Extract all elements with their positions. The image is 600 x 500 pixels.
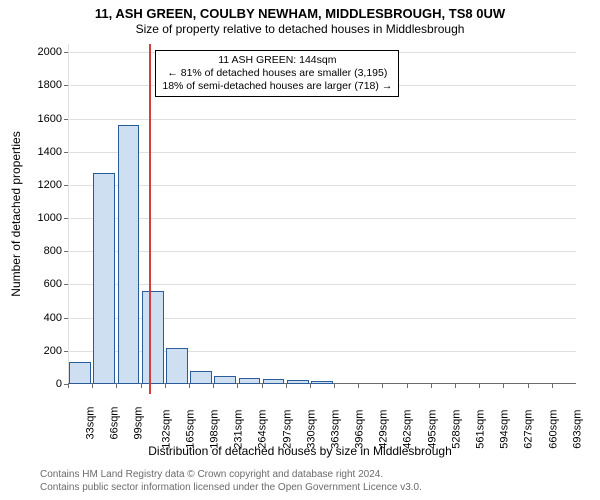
histogram-bar <box>166 348 188 384</box>
annotation-line: 11 ASH GREEN: 144sqm <box>162 54 392 67</box>
x-tick-mark <box>116 384 117 388</box>
x-tick-label: 363sqm <box>329 410 341 449</box>
gridline <box>68 119 576 120</box>
y-tick-label: 1200 <box>38 179 62 191</box>
histogram-bar <box>239 378 261 384</box>
gridline <box>68 218 576 219</box>
x-tick-label: 33sqm <box>85 407 97 440</box>
x-tick-label: 693sqm <box>571 410 583 449</box>
x-tick-label: 660sqm <box>547 410 559 449</box>
x-tick-label: 132sqm <box>160 410 172 449</box>
y-tick-label: 400 <box>44 312 62 324</box>
x-tick-label: 165sqm <box>184 410 196 449</box>
x-tick-mark <box>92 384 93 388</box>
y-tick-mark <box>64 119 68 120</box>
x-tick-mark <box>262 384 263 388</box>
y-axis-label: Number of detached properties <box>9 131 23 296</box>
x-tick-label: 99sqm <box>133 407 145 440</box>
histogram-bar <box>69 362 91 384</box>
x-tick-mark <box>479 384 480 388</box>
x-tick-label: 594sqm <box>499 410 511 449</box>
x-tick-mark <box>455 384 456 388</box>
gridline <box>68 251 576 252</box>
x-tick-mark <box>358 384 359 388</box>
annotation-line: 18% of semi-detached houses are larger (… <box>162 80 392 93</box>
y-tick-label: 1400 <box>38 146 62 158</box>
x-tick-mark <box>68 384 69 388</box>
histogram-bar <box>190 371 212 384</box>
y-tick-label: 800 <box>44 245 62 257</box>
x-tick-label: 561sqm <box>475 410 487 449</box>
x-tick-mark <box>165 384 166 388</box>
x-tick-label: 528sqm <box>450 410 462 449</box>
chart-title-main: 11, ASH GREEN, COULBY NEWHAM, MIDDLESBRO… <box>0 6 600 21</box>
x-tick-mark <box>528 384 529 388</box>
y-tick-label: 1000 <box>38 212 62 224</box>
x-tick-label: 396sqm <box>354 410 366 449</box>
x-tick-label: 264sqm <box>257 410 269 449</box>
y-tick-mark <box>64 152 68 153</box>
x-tick-mark <box>334 384 335 388</box>
x-tick-mark <box>407 384 408 388</box>
histogram-bar <box>118 125 140 384</box>
x-tick-mark <box>431 384 432 388</box>
chart-title-sub: Size of property relative to detached ho… <box>0 22 600 36</box>
footnote-line-1: Contains HM Land Registry data © Crown c… <box>40 469 422 482</box>
y-tick-label: 200 <box>44 345 62 357</box>
footnote-line-2: Contains public sector information licen… <box>40 482 422 495</box>
x-tick-label: 297sqm <box>281 410 293 449</box>
x-tick-label: 198sqm <box>209 410 221 449</box>
y-tick-mark <box>64 351 68 352</box>
x-tick-mark <box>189 384 190 388</box>
y-tick-mark <box>64 85 68 86</box>
x-tick-label: 66sqm <box>109 407 121 440</box>
histogram-bar <box>311 381 333 384</box>
histogram-bar <box>142 291 164 384</box>
y-tick-mark <box>64 52 68 53</box>
reference-line <box>149 44 151 394</box>
y-axis-line <box>68 44 69 384</box>
y-tick-label: 600 <box>44 278 62 290</box>
y-tick-label: 0 <box>56 378 62 390</box>
histogram-bar <box>287 380 309 384</box>
histogram-bar <box>93 173 115 384</box>
x-tick-mark <box>286 384 287 388</box>
chart-container: 11, ASH GREEN, COULBY NEWHAM, MIDDLESBRO… <box>0 0 600 500</box>
gridline <box>68 185 576 186</box>
x-tick-label: 627sqm <box>523 410 535 449</box>
x-tick-label: 330sqm <box>305 410 317 449</box>
x-tick-label: 429sqm <box>378 410 390 449</box>
y-tick-label: 1800 <box>38 79 62 91</box>
x-tick-label: 462sqm <box>402 410 414 449</box>
x-tick-mark <box>382 384 383 388</box>
annotation-box: 11 ASH GREEN: 144sqm← 81% of detached ho… <box>155 50 399 97</box>
y-tick-label: 1600 <box>38 113 62 125</box>
gridline <box>68 152 576 153</box>
y-tick-mark <box>64 185 68 186</box>
histogram-bar <box>214 376 236 384</box>
x-tick-mark <box>310 384 311 388</box>
x-axis-label: Distribution of detached houses by size … <box>0 444 600 458</box>
x-tick-label: 495sqm <box>426 410 438 449</box>
y-tick-mark <box>64 284 68 285</box>
y-tick-mark <box>64 251 68 252</box>
x-tick-mark <box>503 384 504 388</box>
x-tick-mark <box>141 384 142 388</box>
plot-area: 020040060080010001200140016001800200033s… <box>68 44 576 384</box>
histogram-bar <box>263 379 285 384</box>
y-tick-mark <box>64 318 68 319</box>
x-tick-mark <box>552 384 553 388</box>
annotation-line: ← 81% of detached houses are smaller (3,… <box>162 67 392 80</box>
y-tick-mark <box>64 218 68 219</box>
gridline <box>68 284 576 285</box>
x-tick-label: 231sqm <box>233 410 245 449</box>
y-tick-label: 2000 <box>38 46 62 58</box>
x-tick-mark <box>213 384 214 388</box>
footnote: Contains HM Land Registry data © Crown c… <box>40 469 422 494</box>
x-tick-mark <box>237 384 238 388</box>
